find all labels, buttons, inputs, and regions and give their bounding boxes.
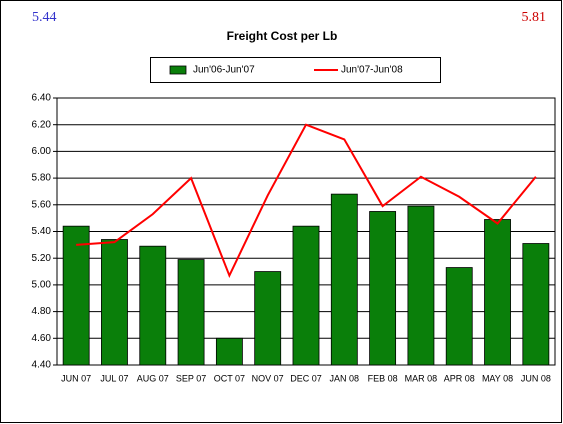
annotation: 5.81 [522, 10, 547, 25]
y-tick-label: 5.40 [32, 226, 52, 237]
y-tick-label: 5.00 [32, 280, 52, 291]
bar [445, 267, 473, 366]
y-tick-label: 4.80 [32, 306, 52, 317]
bar [330, 193, 358, 366]
x-tick-label: MAY 08 [482, 373, 513, 383]
x-tick-label: MAR 08 [405, 373, 438, 383]
legend-label: Jun'06-Jun'07 [193, 65, 255, 76]
x-tick-label: SEP 07 [176, 373, 206, 383]
y-tick-label: 4.40 [32, 360, 52, 371]
y-tick-label: 6.20 [32, 119, 52, 130]
x-tick-label: NOV 07 [252, 373, 284, 383]
x-tick-label: APR 08 [444, 373, 475, 383]
x-tick-label: JUL 07 [100, 373, 128, 383]
y-tick-label: 4.60 [32, 333, 52, 344]
legend-label: Jun'07-Jun'08 [341, 65, 403, 76]
y-tick-label: 5.80 [32, 173, 52, 184]
x-tick-label: OCT 07 [214, 373, 245, 383]
bar [177, 259, 205, 366]
bar [407, 205, 435, 366]
x-tick-label: FEB 08 [368, 373, 398, 383]
y-tick-label: 6.00 [32, 146, 52, 157]
line-series [76, 123, 537, 279]
x-tick-label: JUN 07 [61, 373, 91, 383]
bar [101, 239, 128, 366]
bar [369, 211, 397, 366]
legend-box [150, 57, 441, 83]
x-tick-label: JAN 08 [330, 373, 360, 383]
bar [522, 243, 550, 366]
annotation: 5.44 [32, 10, 57, 25]
chart-title: Freight Cost per Lb [227, 29, 338, 43]
bar [292, 225, 320, 366]
x-tick-label: DEC 07 [290, 373, 322, 383]
bar [139, 245, 167, 366]
x-tick-label: AUG 07 [137, 373, 169, 383]
bar [62, 225, 90, 366]
bar [215, 337, 243, 366]
y-tick-label: 6.40 [32, 93, 52, 104]
bar [484, 219, 511, 366]
y-tick-label: 5.20 [32, 253, 52, 264]
bar [254, 271, 282, 366]
y-tick-label: 5.60 [32, 199, 52, 210]
x-tick-label: JUN 08 [521, 373, 551, 383]
legend-swatch [169, 65, 187, 75]
